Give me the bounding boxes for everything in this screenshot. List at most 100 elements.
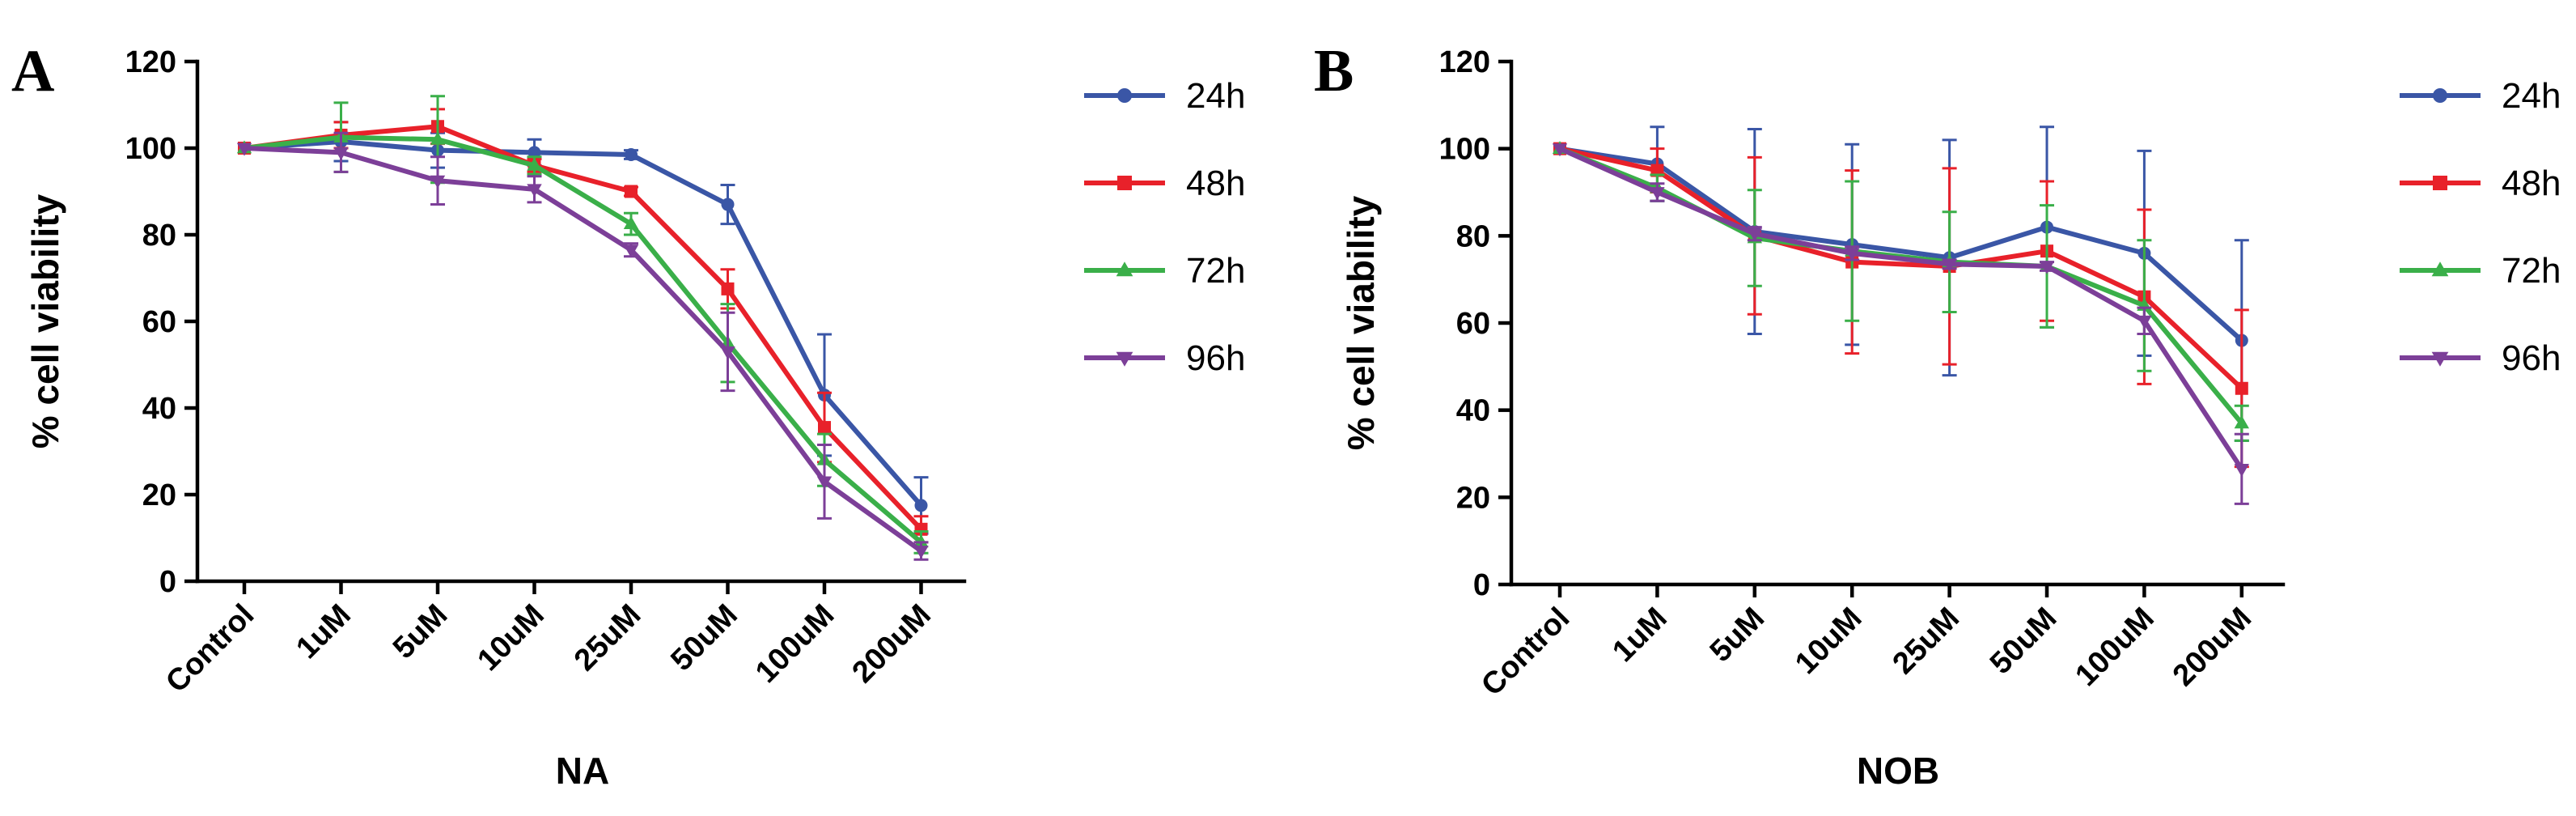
x-tick-label: 100uM [2069, 601, 2160, 693]
y-tick-label: 100 [125, 132, 176, 166]
x-tick-label: 10uM [1789, 601, 1868, 681]
legend-item: 96h [2400, 338, 2561, 378]
legend-item: 24h [2400, 76, 2561, 116]
legend-label: 48h [1186, 164, 1245, 203]
y-tick-label: 60 [1456, 307, 1490, 341]
legend-label: 48h [2502, 164, 2561, 203]
data-point [623, 244, 639, 258]
legend-label: 96h [1186, 338, 1245, 378]
panel-label: A [11, 38, 54, 104]
legend-marker [1117, 176, 1132, 190]
legend-marker [2431, 351, 2449, 367]
y-tick-label: 80 [1456, 219, 1490, 253]
data-point [818, 421, 831, 435]
legend-item: 72h [2400, 251, 2561, 291]
legend-item: 96h [1084, 338, 1245, 378]
y-tick-label: 120 [1439, 45, 1490, 79]
legend-marker [1116, 351, 1133, 367]
x-tick-label: 25uM [1887, 601, 1966, 681]
panel-label: B [1314, 38, 1354, 104]
data-point [913, 546, 929, 559]
legend-item: 72h [1084, 251, 1245, 291]
series-line [1559, 146, 2243, 342]
legend-label: 72h [2502, 251, 2561, 291]
series-line [1559, 146, 2243, 390]
data-point [1747, 228, 1762, 242]
data-point [236, 142, 252, 156]
data-point [625, 148, 638, 162]
series-96h [1552, 143, 2249, 505]
data-point [1942, 258, 1957, 272]
y-tick-label: 0 [1473, 568, 1490, 602]
legend-marker [2433, 176, 2447, 190]
y-tick-label: 60 [142, 305, 176, 339]
y-axis-title: % cell viability [24, 193, 66, 448]
x-tick-label: Control [1475, 601, 1576, 703]
data-point [430, 131, 446, 145]
x-tick-label: 100uM [749, 598, 841, 690]
x-axis-title: NOB [1857, 750, 1939, 792]
series-line [244, 138, 923, 508]
legend-marker [2433, 88, 2447, 103]
legend-label: 72h [1186, 251, 1245, 291]
data-point [913, 534, 929, 548]
x-tick-label: 10uM [471, 598, 550, 678]
data-point [527, 157, 542, 171]
y-tick-label: 80 [142, 219, 176, 253]
y-tick-label: 20 [1456, 481, 1490, 515]
x-tick-label: 50uM [664, 598, 744, 678]
x-tick-label: 5uM [1704, 601, 1771, 669]
data-point [720, 346, 735, 360]
y-tick-label: 120 [125, 45, 176, 79]
data-point [2234, 415, 2249, 429]
data-point [816, 476, 833, 490]
data-point [623, 216, 639, 230]
y-tick-label: 40 [1456, 394, 1490, 428]
x-tick-label: 1uM [1606, 601, 1673, 669]
x-tick-label: Control [159, 598, 261, 699]
x-tick-label: 200uM [2167, 601, 2258, 693]
y-tick-label: 40 [142, 392, 176, 426]
data-point [2137, 315, 2152, 329]
legend-label: 24h [2502, 76, 2561, 116]
series-line [244, 146, 923, 553]
data-point [1845, 248, 1860, 261]
legend-marker [2431, 261, 2449, 277]
data-point [2234, 463, 2249, 477]
y-tick-label: 0 [159, 565, 176, 599]
data-point [914, 499, 928, 512]
data-point [721, 198, 735, 211]
legend-marker [1117, 88, 1132, 103]
series-line [1558, 146, 2244, 470]
x-tick-label: 200uM [846, 598, 938, 690]
x-tick-label: 5uM [387, 598, 454, 665]
data-point [333, 147, 349, 160]
data-point [1552, 143, 1568, 157]
x-tick-label: 25uM [568, 598, 647, 678]
data-point [2039, 261, 2055, 274]
panel-a: A 0 20 40 60 80 100 120 Control 1uM 5uM 10uM 25uM 50u… [11, 38, 1245, 792]
series-96h [236, 131, 929, 561]
legend-label: 24h [1186, 76, 1245, 116]
series-line [244, 124, 923, 531]
data-point [1650, 187, 1665, 201]
y-axis-title: % cell viability [1340, 195, 1382, 450]
x-tick-label: 1uM [290, 598, 357, 665]
x-tick-label: 50uM [1984, 601, 2063, 681]
data-point [721, 282, 735, 295]
legend-item: 48h [1084, 164, 1245, 203]
data-point [625, 185, 638, 198]
data-point [2235, 381, 2248, 395]
data-point [527, 184, 542, 198]
data-point [430, 175, 446, 189]
legend-item: 48h [2400, 164, 2561, 203]
panel-b: B 0 20 40 60 80 100 120 Control 1uM 5uM 10uM 25uM 50u… [1314, 38, 2561, 792]
series-line [244, 134, 923, 545]
legend-item: 24h [1084, 76, 1245, 116]
y-tick-label: 20 [142, 478, 176, 512]
legend-label: 96h [2502, 338, 2561, 378]
y-tick-label: 100 [1439, 133, 1490, 167]
legend-marker [1116, 261, 1133, 277]
x-axis-title: NA [556, 750, 609, 792]
